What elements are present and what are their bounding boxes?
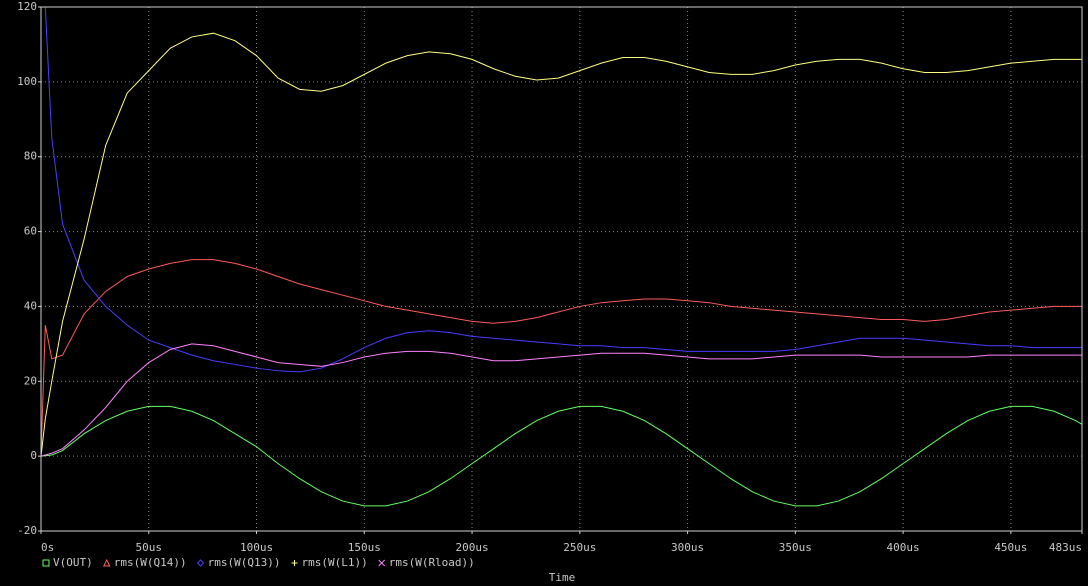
legend-marker: [291, 560, 298, 566]
x-axis-label: Time: [549, 571, 576, 584]
x-tick-label: 350us: [779, 541, 812, 554]
legend-label: rms(W(Rload)): [389, 556, 475, 569]
series-line: [44, 7, 1082, 373]
y-tick-label: 80: [24, 150, 37, 163]
legend-marker: [102, 558, 111, 567]
y-tick-label: 20: [24, 374, 37, 387]
series-line: [41, 405, 1082, 507]
y-tick-label: 120: [17, 0, 37, 13]
legend-marker: [378, 559, 386, 567]
legend-label: rms(W(Q14)): [114, 556, 187, 569]
y-tick-label: 60: [24, 225, 37, 238]
x-tick-label: 250us: [563, 541, 596, 554]
x-tick-label: 450us: [994, 541, 1027, 554]
plot-frame: [40, 6, 1083, 532]
legend-marker: [42, 559, 50, 567]
y-tick-label: 0: [30, 449, 37, 462]
series-line: [41, 259, 1082, 457]
x-tick-label: 483us: [1049, 541, 1082, 554]
y-tick-label: 100: [17, 75, 37, 88]
x-tick-label: 100us: [240, 541, 273, 554]
y-tick-label: -20: [17, 524, 37, 537]
legend-marker: [196, 559, 205, 567]
x-tick-label: 200us: [455, 541, 488, 554]
x-tick-label: 50us: [136, 541, 163, 554]
x-tick-label: 150us: [348, 541, 381, 554]
y-tick-label: 40: [24, 299, 37, 312]
series-line: [41, 32, 1082, 457]
x-tick-label: 0s: [41, 541, 54, 554]
legend-label: rms(W(Q13)): [208, 556, 281, 569]
x-tick-label: 400us: [887, 541, 920, 554]
legend-label: rms(W(L1)): [301, 556, 367, 569]
series-line: [41, 343, 1082, 457]
legend-label: V(OUT): [53, 556, 93, 569]
x-tick-label: 300us: [671, 541, 704, 554]
